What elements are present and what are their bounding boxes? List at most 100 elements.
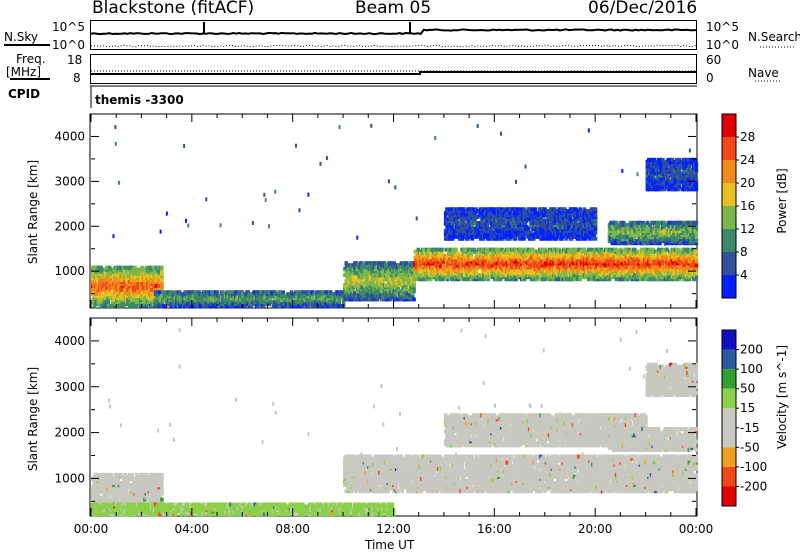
nave-tick-top: 60 xyxy=(706,53,722,67)
power-data-cell xyxy=(116,300,120,305)
power-data-cell xyxy=(663,251,668,256)
power-data-cell xyxy=(139,285,143,290)
power-data-cell xyxy=(270,300,274,305)
power-data-cell xyxy=(485,223,490,227)
power-data-cell xyxy=(302,290,306,295)
power-data-cell xyxy=(154,290,158,295)
power-data-cell xyxy=(522,207,526,212)
power-data-cell xyxy=(457,251,461,256)
power-data-cell xyxy=(546,209,550,214)
power-data-cell xyxy=(351,275,356,280)
power-data-cell xyxy=(369,297,374,302)
nave-label: Nave xyxy=(748,66,779,80)
power-data-cell xyxy=(147,300,151,305)
power-data-cell xyxy=(412,297,416,302)
power-data-cell xyxy=(296,298,301,303)
power-data-cell xyxy=(136,285,140,290)
power-scatter xyxy=(91,123,699,309)
power-data-cell xyxy=(160,265,164,270)
power-data-cell xyxy=(462,221,466,225)
power-data-cell xyxy=(393,285,398,290)
noise-tick-top-right: 10^5 xyxy=(706,20,739,34)
nave-tick-bottom: 0 xyxy=(706,71,714,85)
power-data-cell xyxy=(160,281,164,286)
power-data-cell xyxy=(553,207,557,212)
power-data-cell xyxy=(384,277,388,282)
power-data-cell xyxy=(465,277,469,282)
power-data-cell xyxy=(665,247,669,252)
power-data-cell xyxy=(173,290,178,295)
power-data-cell xyxy=(487,265,492,270)
power-data-cell xyxy=(120,290,125,294)
power-data-cell xyxy=(444,247,448,252)
power-data-cell xyxy=(533,207,537,212)
power-data-cell xyxy=(365,273,370,278)
power-data-cell xyxy=(215,290,220,295)
power-data-cell xyxy=(443,253,447,258)
power-data-cell xyxy=(471,207,476,212)
power-data-cell xyxy=(183,300,187,305)
power-data-cell xyxy=(360,285,364,290)
power-data-cell xyxy=(154,279,158,284)
power-data-cell xyxy=(522,236,526,241)
freq-trace xyxy=(91,71,696,75)
power-data-cell xyxy=(466,257,471,262)
power-data-cell xyxy=(610,247,615,252)
power-data-cell xyxy=(324,294,329,299)
power-data-cell xyxy=(354,273,358,278)
power-data-cell xyxy=(136,271,140,276)
power-data-cell xyxy=(448,219,452,224)
power-data-cell xyxy=(417,255,422,260)
power-data-cell xyxy=(140,300,144,305)
power-data-cell xyxy=(424,271,429,276)
power-data-cell xyxy=(337,298,341,303)
nsky-trace xyxy=(90,28,697,36)
power-data-cell xyxy=(159,294,164,299)
power-data-cell xyxy=(134,304,139,309)
power-data-cell xyxy=(99,265,103,270)
freq-tick-top: 18 xyxy=(67,53,83,67)
power-data-cell xyxy=(436,247,440,252)
power-data-cell xyxy=(109,292,113,296)
power-data-cell xyxy=(153,269,157,274)
freq-tick-bottom: 8 xyxy=(73,71,81,85)
power-data-cell xyxy=(470,211,474,216)
power-data-cell xyxy=(694,271,699,276)
cpid-label: CPID xyxy=(8,87,41,101)
power-data-cell xyxy=(694,259,699,264)
power-data-cell xyxy=(106,300,110,305)
power-data-cell xyxy=(123,265,127,270)
power-data-cell xyxy=(198,304,203,309)
power-data-cell xyxy=(378,273,382,278)
power-data-cell xyxy=(163,294,168,299)
power-data-cell xyxy=(515,207,519,212)
power-data-cell xyxy=(536,265,541,270)
power-data-cell xyxy=(656,247,661,252)
beam-title: Beam 05 xyxy=(355,0,432,18)
power-data-cell xyxy=(560,207,564,212)
power-data-cell xyxy=(341,300,346,305)
power-data-cell xyxy=(458,275,462,280)
cpid-value: themis -3300 xyxy=(95,93,184,107)
power-data-cell xyxy=(157,271,161,276)
power-data-cell xyxy=(441,277,446,282)
power-data-cell xyxy=(240,290,245,295)
power-data-cell xyxy=(137,290,142,294)
power-data-cell xyxy=(405,273,409,278)
power-data-cell xyxy=(438,269,443,274)
power-data-cell xyxy=(543,277,548,282)
freq-label: Freq. xyxy=(16,52,46,66)
date-title: 06/Dec/2016 xyxy=(588,0,698,18)
power-data-cell xyxy=(440,251,444,256)
power-data-cell xyxy=(694,275,699,280)
freq-unit: [MHz] xyxy=(6,65,42,79)
power-data-cell xyxy=(686,247,690,252)
power-data-cell xyxy=(93,279,98,284)
power-data-cell xyxy=(530,207,535,212)
power-data-cell xyxy=(117,304,122,309)
power-data-cell xyxy=(107,265,112,270)
power-data-cell xyxy=(691,277,696,282)
power-data-cell xyxy=(475,271,479,276)
power-data-cell xyxy=(150,287,154,292)
